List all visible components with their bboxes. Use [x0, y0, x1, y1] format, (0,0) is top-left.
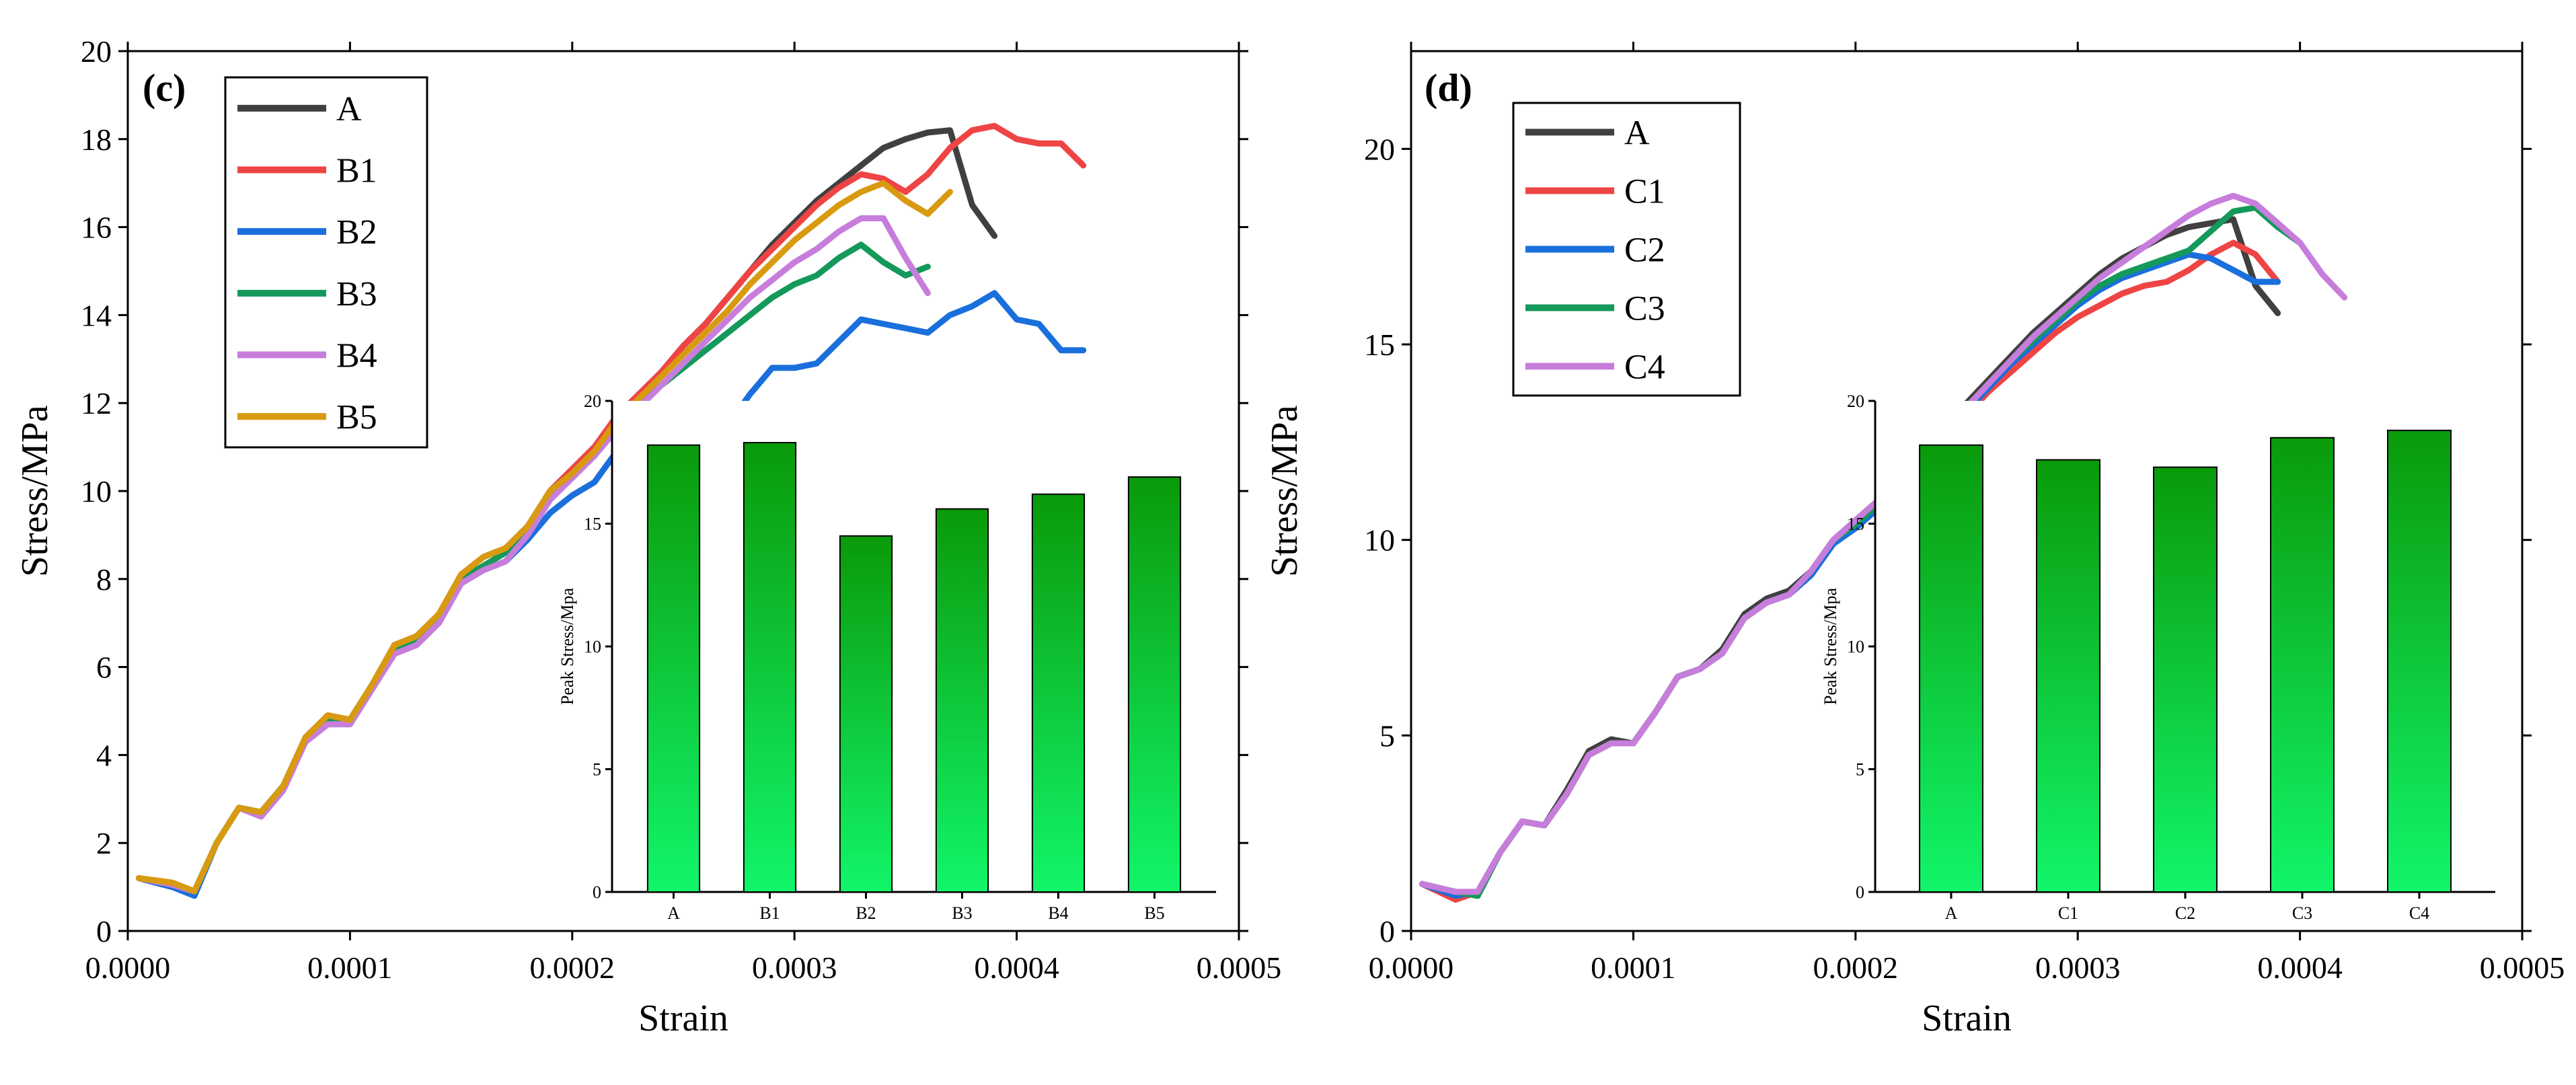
series-line-b5-c — [136, 180, 953, 895]
y-tick-label-c: 8 — [96, 562, 112, 597]
legend-label-c2-d: C2 — [1624, 231, 1665, 270]
legend-label-a-c: A — [336, 90, 362, 128]
panel-label-c: (c) — [143, 66, 186, 110]
panel-label-d: (d) — [1425, 66, 1472, 110]
inset-x-tick-label-c1-d: C1 — [2058, 903, 2078, 923]
legend-label-c3-d: C3 — [1624, 290, 1665, 328]
inset-x-tick-label-c2-d: C2 — [2175, 903, 2195, 923]
inset-bar-c3-d — [2270, 437, 2335, 893]
y-tick-label-c: 14 — [81, 298, 112, 332]
inset-y-tick-label-d: 5 — [1856, 760, 1864, 780]
x-axis-label-d: Strain — [1922, 998, 2012, 1039]
inset-bar-a-c — [646, 444, 701, 893]
y-tick-label-c: 20 — [81, 34, 112, 69]
y-tick-label-c: 16 — [81, 211, 112, 245]
y-tick-label-d: 20 — [1364, 132, 1395, 166]
inset-y-tick-label-c: 10 — [584, 637, 601, 657]
inset-bar-c1-d — [2036, 459, 2100, 893]
inset-background-c — [612, 401, 1216, 892]
y-axis-label-d: Stress/MPa — [1264, 405, 1305, 576]
inset-x-tick-label-b1-c: B1 — [759, 903, 780, 923]
x-tick-label-c: 0.0004 — [974, 950, 1059, 985]
x-tick-label-d: 0.0005 — [2480, 950, 2565, 985]
panel-c-chart: 0.0000 0.0001 0.0002 0.0003 0.0004 0.0005 0 2 4 6… — [14, 34, 1281, 1039]
legend-label-b4-c: B4 — [336, 337, 377, 375]
y-tick-label-c: 0 — [96, 914, 112, 948]
inset-bar-b4-c — [1031, 493, 1086, 893]
legend-label-c1-d: C1 — [1624, 173, 1665, 211]
x-tick-label-d: 0.0004 — [2257, 950, 2343, 985]
inset-x-tick-label-b2-c: B2 — [856, 903, 876, 923]
inset-x-tick-label-a-d: A — [1945, 903, 1958, 923]
x-tick-label-c: 0.0002 — [530, 950, 615, 985]
inset-x-tick-label-b3-c: B3 — [952, 903, 972, 923]
x-axis-label-c: Strain — [638, 998, 728, 1039]
plot-frame-d — [1410, 50, 2524, 932]
y-tick-label-d: 15 — [1364, 328, 1395, 362]
inset-bar-a-d — [1919, 444, 1983, 893]
y-tick-label-c: 2 — [96, 826, 112, 860]
inset-y-tick-label-c: 5 — [593, 760, 601, 780]
inset-y-tick-label-c: 20 — [584, 391, 601, 411]
x-tick-label-c: 0.0001 — [307, 950, 393, 985]
inset-y-tick-label-c: 15 — [584, 515, 601, 534]
inset-x-tick-label-c3-d: C3 — [2292, 903, 2312, 923]
y-tick-label-d: 5 — [1379, 718, 1395, 753]
legend-box-c — [224, 76, 428, 449]
inset-x-tick-label-b4-c: B4 — [1048, 903, 1068, 923]
inset-x-tick-label-b5-c: B5 — [1144, 903, 1164, 923]
inset-x-tick-label-c4-d: C4 — [2409, 903, 2429, 923]
inset-y-tick-label-c: 0 — [593, 883, 601, 902]
inset-y-axis-label-c: Peak Stress/Mpa — [558, 588, 577, 706]
x-tick-label-d: 0.0002 — [1813, 950, 1899, 985]
x-tick-label-c: 0.0005 — [1197, 950, 1282, 985]
inset-y-tick-label-d: 10 — [1847, 637, 1864, 657]
legend-label-c4-d: C4 — [1624, 348, 1665, 387]
inset-bar-b5-c — [1127, 476, 1182, 893]
inset-y-axis-label-d: Peak Stress/Mpa — [1821, 588, 1840, 706]
x-tick-label-c: 0.0000 — [85, 950, 171, 985]
inset-y-tick-label-d: 0 — [1856, 883, 1864, 902]
legend-label-b5-c: B5 — [336, 398, 377, 437]
y-tick-label-c: 4 — [96, 738, 112, 772]
y-tick-label-d: 10 — [1364, 523, 1395, 558]
inset-x-tick-label-a-c: A — [667, 903, 680, 923]
inset-bar-b1-c — [743, 442, 797, 893]
legend-label-a-d: A — [1624, 114, 1650, 153]
x-tick-label-d: 0.0003 — [2035, 950, 2121, 985]
x-tick-label-d: 0.0001 — [1591, 950, 1676, 985]
x-tick-label-d: 0.0000 — [1369, 950, 1454, 985]
legend-label-b3-c: B3 — [336, 275, 377, 313]
legend-label-b1-c: B1 — [336, 152, 377, 190]
inset-y-tick-label-d: 20 — [1847, 391, 1864, 411]
inset-bar-c2-d — [2153, 466, 2218, 893]
panel-d-chart: 0.0000 0.0001 0.0002 0.0003 0.0004 0.0005 0 5 10… — [1264, 42, 2565, 1039]
y-axis-label-c: Stress/MPa — [14, 405, 56, 576]
y-tick-label-d: 0 — [1379, 914, 1395, 948]
y-tick-label-c: 10 — [81, 474, 112, 509]
inset-bar-c4-d — [2387, 429, 2452, 893]
y-tick-label-c: 6 — [96, 650, 112, 685]
y-tick-label-c: 18 — [81, 122, 112, 157]
inset-y-tick-label-d: 15 — [1847, 515, 1864, 534]
legend-label-b2-c: B2 — [336, 213, 377, 252]
inset-bar-b3-c — [935, 508, 989, 893]
x-tick-label-c: 0.0003 — [752, 950, 837, 985]
y-tick-label-c: 12 — [81, 386, 112, 420]
inset-bar-b2-c — [839, 535, 893, 893]
